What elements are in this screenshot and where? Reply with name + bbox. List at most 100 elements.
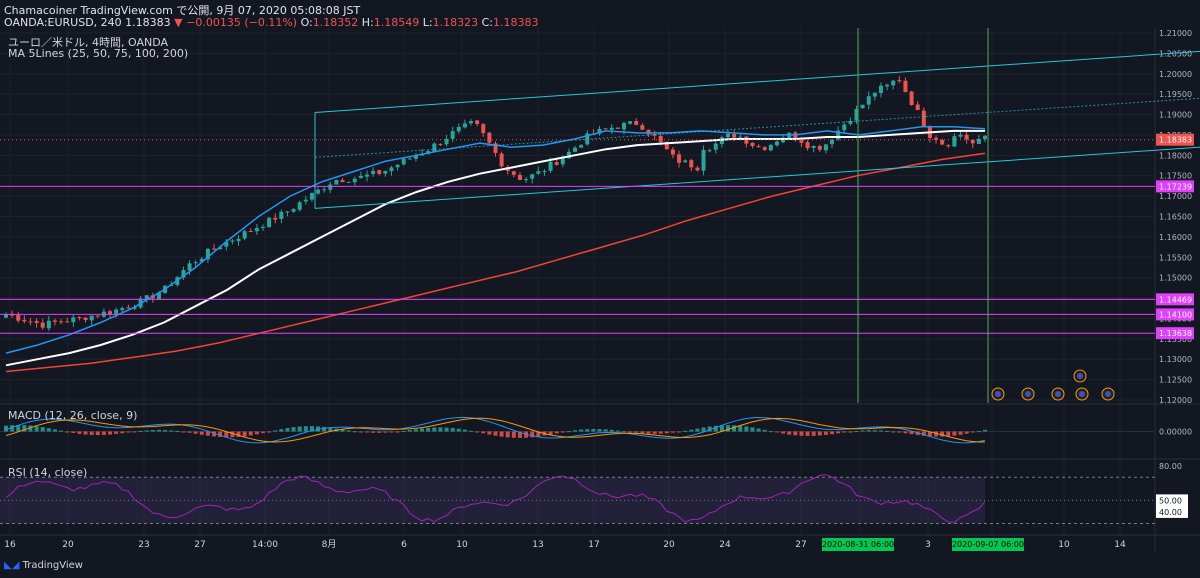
event-flag-icon: [1079, 391, 1085, 397]
macd-bar: [254, 431, 259, 435]
candle-body: [854, 109, 859, 121]
candle-body: [530, 174, 535, 179]
macd-bar: [328, 427, 333, 432]
candle-body: [181, 270, 186, 278]
candle-body: [940, 140, 945, 145]
macd-bar: [658, 431, 663, 434]
macd-bar: [456, 428, 461, 432]
macd-bar: [469, 430, 474, 432]
candle-body: [303, 199, 308, 202]
macd-bar: [628, 431, 633, 433]
price-tick-label: 1.12000: [1159, 396, 1192, 405]
price-tick-label: 1.18000: [1159, 151, 1192, 160]
macd-bar: [114, 431, 119, 434]
macd-bar: [958, 431, 963, 435]
macd-bar: [346, 430, 351, 432]
macd-bar: [805, 431, 810, 436]
low-value: 1.18323: [432, 16, 479, 29]
macd-bar: [683, 430, 688, 432]
time-tick-label: 3: [925, 540, 931, 550]
macd-bar: [787, 431, 792, 435]
candle-body: [634, 121, 639, 125]
macd-bar: [591, 428, 596, 432]
rsi-value-tag: [1156, 505, 1188, 518]
macd-bar: [909, 431, 914, 435]
macd-bar: [903, 431, 908, 434]
macd-bar: [4, 425, 8, 432]
macd-bar: [132, 431, 137, 433]
candle-body: [212, 248, 217, 250]
candle-body: [768, 144, 773, 151]
macd-bar: [934, 431, 939, 437]
time-tick-label: 24: [719, 540, 731, 550]
macd-bar: [952, 431, 957, 436]
candle-body: [114, 309, 119, 314]
candle-body: [4, 314, 8, 318]
macd-label[interactable]: MACD (12, 26, close, 9): [8, 409, 138, 422]
macd-bar: [83, 431, 88, 435]
candle-body: [878, 85, 883, 94]
macd-bar: [365, 431, 370, 433]
macd-bar: [352, 431, 357, 433]
candle-body: [762, 147, 767, 150]
macd-bar: [28, 425, 33, 432]
macd-bar: [976, 431, 981, 433]
macd-bar: [817, 431, 822, 436]
macd-bar: [774, 431, 779, 433]
macd-bar: [218, 431, 223, 437]
macd-bar: [707, 426, 712, 432]
moving-average-line: [5, 126, 986, 354]
macd-bar: [652, 431, 657, 434]
macd-bar: [46, 428, 51, 432]
time-tick-label: 20: [62, 540, 74, 550]
macd-bar: [267, 431, 272, 433]
candle-body: [469, 121, 474, 124]
time-tick-label: 27: [194, 540, 205, 550]
candle-body: [389, 167, 394, 172]
macd-bar: [505, 431, 510, 438]
candle-body: [193, 262, 198, 264]
price-tick-label: 1.16000: [1159, 233, 1192, 242]
price-tick-label: 1.19000: [1159, 111, 1192, 120]
price-tick-label: 1.15500: [1159, 253, 1192, 262]
macd-bar: [377, 431, 382, 433]
candle-body: [365, 174, 370, 177]
candle-body: [817, 145, 822, 150]
candle-body: [701, 149, 706, 171]
price-tick-label: 1.19500: [1159, 90, 1192, 99]
candle-body: [358, 175, 363, 178]
candle-body: [65, 321, 70, 323]
rsi-label[interactable]: RSI (14, close): [8, 466, 88, 479]
macd-bar: [823, 431, 828, 435]
candle-body: [885, 84, 890, 87]
last-price-tag: [1156, 133, 1194, 146]
price-tick-label: 1.17000: [1159, 192, 1192, 201]
channel-upper-line: [314, 50, 1200, 114]
candle-body: [28, 321, 33, 323]
candle-body: [16, 314, 21, 321]
candle-body: [860, 104, 865, 109]
candle-body: [597, 128, 602, 134]
moving-average-line: [5, 129, 985, 367]
macd-bar: [163, 430, 168, 432]
event-flag-icon: [1105, 391, 1111, 397]
macd-bar: [517, 431, 522, 438]
candle-body: [744, 136, 749, 144]
macd-bar: [811, 431, 816, 436]
macd-bar: [309, 426, 314, 432]
macd-bar: [291, 427, 296, 432]
macd-bar: [664, 431, 669, 434]
price-tick-label: 1.12500: [1159, 376, 1192, 385]
macd-bar: [22, 425, 27, 432]
candle-body: [934, 137, 939, 140]
publish-text: Chamacoiner TradingView.com で公開, 9月 07, …: [4, 4, 361, 17]
high-value: 1.18549: [373, 16, 420, 29]
macd-bar: [793, 431, 798, 436]
candle-body: [615, 127, 620, 129]
tradingview-brand[interactable]: ◣◢ TradingView: [4, 560, 83, 571]
macd-bar: [193, 431, 198, 434]
ma-indicator-label[interactable]: MA 5Lines (25, 50, 75, 100, 200): [8, 47, 189, 60]
candle-body: [456, 126, 461, 132]
candle-body: [952, 136, 957, 147]
